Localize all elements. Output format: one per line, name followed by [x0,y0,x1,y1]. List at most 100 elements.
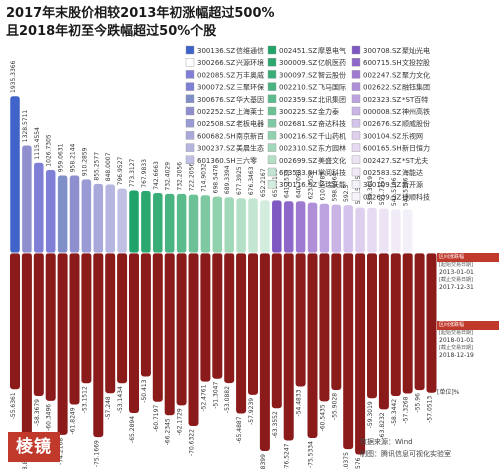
data-label-positive: 714.9032 [200,163,207,192]
data-label-negative: -82.2576 [355,457,362,469]
legend-code: 002622.SZ [363,84,401,92]
data-label-positive: 551.7357 [379,176,386,205]
bar-positive [212,196,223,254]
note-1-end-label: [截止交易日期] [439,277,473,283]
data-label-positive: 559.3619 [367,176,374,205]
bar-positive [200,194,211,254]
legend-code: 600165.SH [363,145,402,153]
legend-code: 300072.SZ [197,84,235,92]
legend-name: 老板电器 [236,119,264,128]
legend-name: 万丰奥威 [236,70,264,79]
bar-positive [283,200,294,254]
legend-swatch [185,143,195,152]
legend-code: 002699.SZ [279,157,317,165]
brand-logo: 棱镜 [8,432,60,462]
legend-code: 002508.SZ [197,120,235,128]
date-range-note-2: 区间涨跌幅 [起始交易日期] 2018-01-01 [截止交易日期] 2018-… [437,321,499,360]
bar-positive [33,162,45,254]
bar-negative [10,253,20,390]
data-label-negative: -57.3268 [403,396,410,423]
data-label-positive: 676.3463 [248,166,255,195]
bar-negative [81,253,92,384]
bar-positive [104,183,116,254]
legend-code: 300216.SZ [279,132,317,140]
bar-negative [307,253,318,439]
unit-label: [单位]% [437,389,460,396]
data-label-negative: -53.1434 [117,386,124,413]
legend-name: 顺威股份 [402,119,430,128]
data-label-positive: 652.2167 [260,168,267,197]
data-label-negative: -54.4833 [296,389,303,416]
legend-code: 300237.SZ [197,145,235,153]
bar-positive [259,199,271,254]
data-label-negative: -61.8249 [70,407,77,434]
bar-negative [33,253,44,397]
data-label-negative: -50.413 [141,379,148,402]
legend-name: 海能达 [402,168,423,177]
legend-name: 新开源 [402,180,423,189]
legend-name: 三聚环保 [236,83,264,92]
note-2-end-label: [截止交易日期] [439,345,473,351]
data-label-positive: 610.1783 [319,172,326,201]
bar-negative [402,253,413,394]
legend-code: 600682.SH [197,132,236,140]
legend-swatch [351,45,361,55]
legend-swatch [267,167,277,177]
data-label-positive: 689.3394 [224,165,231,194]
data-label-negative: -58.3442 [391,399,398,426]
legend-swatch [185,82,195,91]
legend-name: 美盛文化 [318,156,346,165]
data-label-negative: -76.5247 [284,443,291,469]
bar-negative [248,253,258,395]
note-1-heading: 区间涨跌幅 [437,253,499,262]
data-label-positive: 773.3127 [129,158,136,187]
bar-positive [152,192,164,254]
legend-code: 002310.SZ [279,145,317,153]
legend-swatch [185,70,195,79]
legend-name: 坚瑞沃能 [318,180,346,189]
data-label-negative: -80.8399 [260,454,267,469]
legend-code: 600715.SH [363,59,402,67]
bar-negative [212,253,223,379]
data-label-negative: -58.3679 [34,399,41,426]
note-2-start-label: [起始交易日期] [439,330,473,336]
bar-positive [390,208,402,254]
legend-name: 三六零 [236,156,257,165]
legend-name: 华大基因 [236,95,264,104]
legend-swatch [267,106,277,116]
legend-code: 002247.SZ [363,71,401,79]
bar-negative [21,253,32,447]
legend-name: 飞马国际 [318,83,346,92]
bar-positive [128,190,140,254]
bar-negative [295,253,306,387]
bar-positive [57,174,68,254]
bar-positive [307,202,318,254]
data-label-negative: -75.1669 [93,440,100,467]
data-label-negative: -75.5334 [308,441,315,468]
legend-swatch [267,118,277,128]
bar-negative [426,253,437,393]
bar-positive [247,197,259,254]
data-source-text: 数据来源：Wind [360,438,413,446]
bar-positive [45,169,56,254]
data-label-negative: -55.96 [415,393,422,413]
date-range-note-1: 区间涨跌幅 [起始交易日期] 2013-01-01 [截止交易日期] 2017-… [437,253,499,292]
data-label-negative: -60.3496 [46,404,53,431]
legend-swatch [351,143,361,152]
legend-code: 002252.SZ [197,108,235,116]
legend-name: 南京新百 [236,131,264,140]
legend-name: 上海莱士 [236,107,264,116]
legend-swatch [267,70,277,79]
data-label-positive: 562.5295 [355,176,362,205]
legend-swatch [185,94,195,104]
legend-name: 奋达科技 [318,119,346,128]
legend-swatch [267,45,277,55]
legend-swatch [185,106,195,116]
legend-name: 神州高铁 [402,107,430,116]
legend-swatch [267,131,277,140]
data-label-negative: -70.6322 [189,429,196,456]
legend-swatch [351,179,361,189]
legend-swatch [267,155,277,165]
bar-positive [271,199,283,254]
legend-swatch [267,143,277,152]
